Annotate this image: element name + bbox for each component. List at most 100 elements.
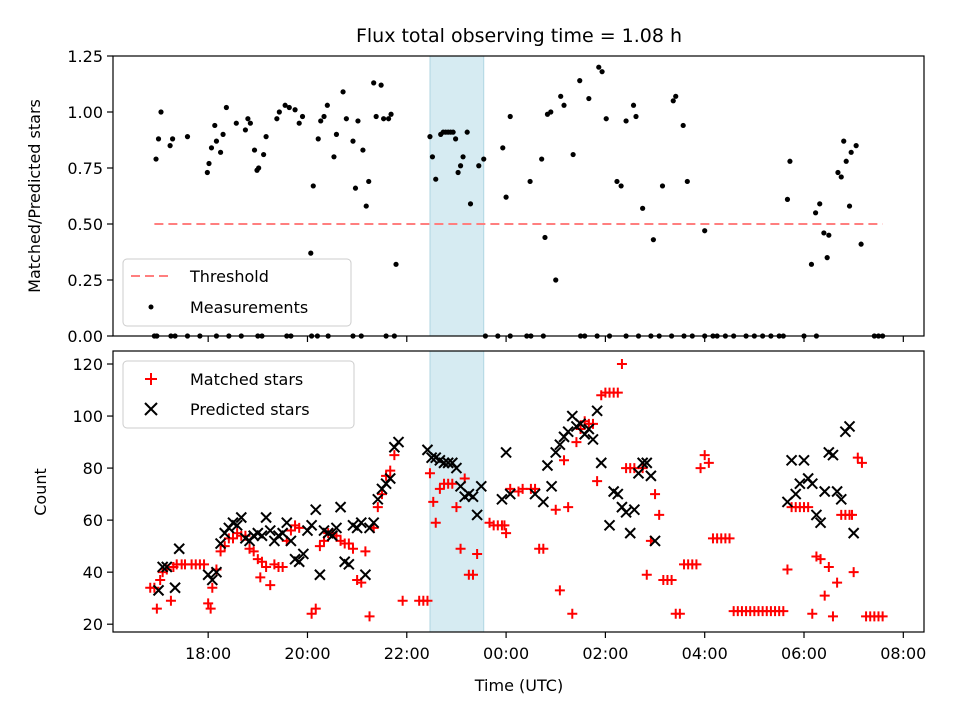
measurement-point xyxy=(467,201,474,207)
bottom-panel: 20 40 60 80 100 120 18:00 20:00 22:00 00:00 02:00… xyxy=(31,350,926,695)
measurement-point xyxy=(282,102,288,108)
bottom-y-tick-label: 120 xyxy=(72,355,103,374)
predicted-star-point xyxy=(554,438,566,451)
matched-star-point xyxy=(310,603,321,614)
predicted-star-point xyxy=(603,519,616,532)
predicted-star-point xyxy=(169,582,181,594)
measurement-point xyxy=(843,158,849,164)
measurement-point xyxy=(299,113,306,120)
top-axes-frame xyxy=(112,55,925,337)
predicted-star-point xyxy=(355,517,367,529)
measurement-point xyxy=(684,178,690,185)
measurement-point xyxy=(464,129,470,135)
predicted-star-point xyxy=(500,446,512,459)
matched-star-point xyxy=(724,533,735,544)
measurement-point xyxy=(481,156,487,162)
matched-star-point xyxy=(389,450,400,461)
matched-star-point xyxy=(248,546,259,557)
predicted-star-point xyxy=(827,449,839,461)
predicted-star-point xyxy=(632,467,645,479)
measurement-point xyxy=(527,178,533,185)
matched-star-point xyxy=(424,468,435,479)
measurement-point xyxy=(429,154,436,160)
measurement-point xyxy=(558,93,564,99)
measurement-point xyxy=(633,113,639,120)
measurement-point xyxy=(360,147,366,153)
measurement-point xyxy=(184,134,191,140)
measurement-point xyxy=(630,102,637,108)
predicted-star-point xyxy=(264,524,276,537)
measurement-point xyxy=(343,116,349,122)
measurement-point xyxy=(233,120,239,126)
matched-star-point xyxy=(155,574,166,585)
predicted-star-point xyxy=(330,522,343,534)
bottom-x-tick-label: 08:00 xyxy=(880,644,926,663)
measurement-point xyxy=(500,145,506,151)
predicted-star-point xyxy=(798,454,810,466)
matched-star-point xyxy=(815,554,826,565)
measurement-point xyxy=(324,102,330,108)
matched-star-point xyxy=(347,543,358,554)
matched-star-point xyxy=(203,598,214,609)
predicted-star-point xyxy=(835,493,847,506)
predicted-star-point xyxy=(326,530,339,542)
bottom-y-axis: 20 40 60 80 100 120 xyxy=(72,355,113,634)
predicted-star-point xyxy=(641,457,653,469)
matched-star-point xyxy=(451,502,462,513)
matched-star-point xyxy=(856,457,867,468)
matched-star-point xyxy=(199,559,210,570)
measurement-point xyxy=(393,261,399,267)
measurement-point xyxy=(548,109,554,115)
predicted-star-point xyxy=(438,457,450,469)
matched-star-point xyxy=(314,541,325,552)
predicted-star-point xyxy=(785,454,798,466)
matched-star-point xyxy=(381,470,392,481)
measurement-point xyxy=(213,138,220,144)
top-y-axis-label: Matched/Predicted stars xyxy=(25,99,44,293)
measurement-point xyxy=(618,183,624,189)
x-axis-label: Time (UTC) xyxy=(474,676,563,695)
matched-star-point xyxy=(559,455,570,466)
measurement-point xyxy=(371,80,377,86)
predicted-star-point xyxy=(624,527,636,539)
measurement-point xyxy=(596,64,602,70)
legend-measurements-label: Measurements xyxy=(190,298,308,317)
legend-threshold-label: Threshold xyxy=(189,267,269,286)
measurement-point xyxy=(340,89,346,95)
predicted-star-point xyxy=(545,480,558,493)
top-y-axis: 0.00 0.25 0.50 0.75 1.00 1.25 xyxy=(67,47,113,346)
measurement-point xyxy=(352,185,359,191)
matched-star-point xyxy=(149,582,160,593)
measurement-point xyxy=(702,228,708,234)
predicted-star-point xyxy=(297,548,310,560)
predicted-star-point xyxy=(496,493,508,506)
matched-star-point xyxy=(372,502,383,513)
matched-star-point xyxy=(447,478,458,489)
measurement-point xyxy=(355,118,361,124)
highlight-interval-top xyxy=(429,55,485,337)
matched-star-point xyxy=(703,457,714,468)
measurement-point xyxy=(826,232,832,238)
predicted-star-point xyxy=(293,556,305,568)
matched-star-point xyxy=(571,437,582,448)
measurement-point xyxy=(363,203,369,209)
matched-star-point xyxy=(641,569,652,580)
predicted-star-point xyxy=(152,584,165,597)
matched-star-point xyxy=(827,611,838,622)
top-y-tick-label: 0.50 xyxy=(67,215,103,234)
measurement-point xyxy=(373,113,379,120)
measurement-point xyxy=(542,234,548,241)
measurement-point xyxy=(158,109,164,115)
measurement-point xyxy=(848,149,854,155)
predicted-star-point xyxy=(425,451,438,464)
matched-star-point xyxy=(277,561,288,572)
predicted-star-point xyxy=(392,436,405,448)
matched-star-point xyxy=(832,577,843,588)
measurement-point xyxy=(659,183,666,189)
matched-star-point xyxy=(430,517,441,528)
matched-star-point xyxy=(695,463,706,474)
measurement-point xyxy=(623,118,629,124)
predicted-star-point xyxy=(450,462,463,474)
matched-star-point xyxy=(215,546,226,557)
